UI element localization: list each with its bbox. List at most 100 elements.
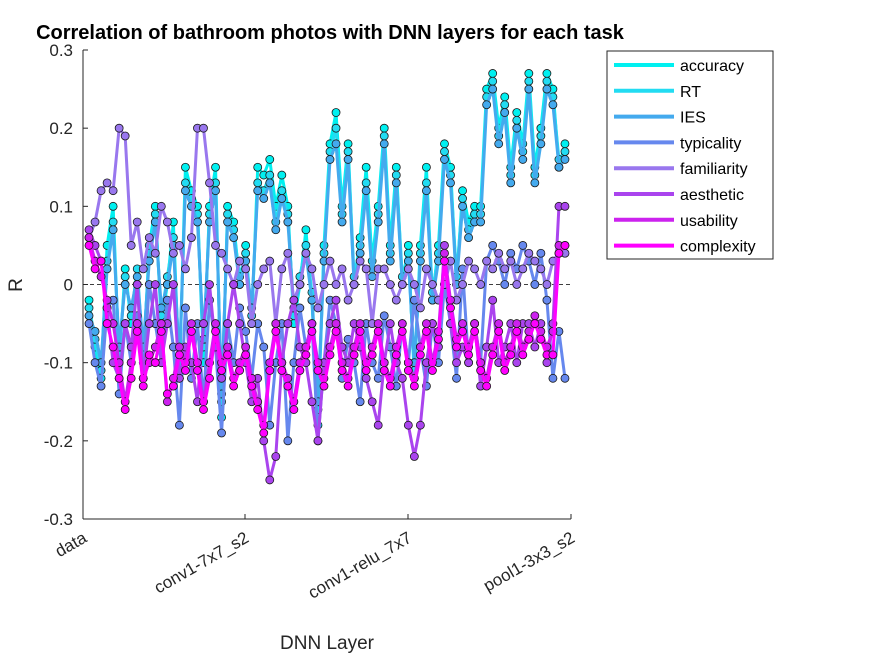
y-tick-label: 0 [64,276,73,295]
data-point-familiarity [253,280,263,289]
data-point-IES [367,272,377,282]
data-point-IES [355,248,365,258]
data-point-IES [259,194,269,203]
data-point-familiarity [247,319,257,328]
data-point-IES [512,123,522,133]
data-point-complexity [114,373,124,383]
data-point-familiarity [90,217,100,227]
legend: accuracy RT IES typicality familiarity aesthe… [606,50,774,260]
y-tick-label: 0.2 [49,119,73,138]
data-point-IES [337,217,347,227]
data-point-aesthetic [271,452,281,461]
data-point-accuracy [211,162,220,172]
legend-label-familiarity: familiarity [680,161,748,178]
data-point-typicality [518,241,528,250]
data-point-complexity [325,350,335,360]
legend-label-usability: usability [680,213,738,230]
data-point-usability [512,319,522,328]
data-point-familiarity [415,303,425,313]
data-point-complexity [476,366,486,375]
data-point-complexity [379,366,389,375]
data-point-complexity [289,405,299,414]
data-point-complexity [253,405,263,414]
data-point-familiarity [108,186,118,196]
data-point-typicality [295,303,305,313]
data-point-aesthetic [313,436,323,446]
data-point-usability [174,342,184,352]
data-point-familiarity [241,264,251,274]
data-point-aesthetic [132,280,142,289]
data-point-RT [223,209,232,219]
data-point-familiarity [277,264,287,274]
data-point-aesthetic [488,295,498,305]
series-layer [84,69,570,485]
data-point-IES [120,280,130,289]
data-point-familiarity [259,264,269,274]
data-point-familiarity [325,256,335,266]
data-point-familiarity [343,295,353,305]
data-point-accuracy [512,108,522,117]
data-point-complexity [295,366,305,375]
data-point-IES [488,84,498,94]
data-point-typicality [259,342,269,352]
data-point-aesthetic [397,373,407,383]
data-point-usability [271,319,281,328]
data-point-typicality [217,428,226,438]
data-point-aesthetic [464,358,473,368]
data-point-complexity [494,326,504,336]
data-point-RT [343,147,353,157]
data-point-IES [223,217,232,227]
data-point-aesthetic [120,319,130,328]
data-point-familiarity [319,280,329,289]
data-point-familiarity [199,123,208,133]
data-point-complexity [367,350,377,360]
data-point-complexity [385,381,395,391]
data-point-accuracy [241,241,251,250]
data-point-complexity [132,326,142,336]
data-point-IES [560,155,570,164]
data-point-RT [379,131,389,141]
legend-label-IES: IES [680,110,706,127]
data-point-familiarity [307,264,317,274]
data-point-complexity [168,381,178,391]
data-point-complexity [247,381,257,391]
data-point-IES [84,311,94,321]
data-point-complexity [373,326,383,336]
data-point-typicality [500,280,510,289]
data-point-familiarity [265,256,275,266]
data-point-accuracy [120,264,130,274]
data-point-IES [506,178,516,188]
data-point-aesthetic [415,420,425,430]
data-point-IES [542,84,552,94]
data-point-familiarity [355,256,365,266]
data-point-familiarity [295,280,305,289]
data-point-complexity [343,381,353,391]
data-point-complexity [84,241,94,250]
data-point-accuracy [379,123,389,133]
data-point-IES [518,155,528,164]
data-point-RT [331,123,341,133]
data-point-familiarity [464,256,473,266]
data-point-usability [132,319,142,328]
data-point-RT [241,248,251,258]
data-point-familiarity [96,186,106,196]
data-point-IES [271,225,281,235]
data-point-usability [494,319,504,328]
data-point-typicality [548,373,558,383]
y-tick-label: 0.1 [49,197,73,216]
data-point-aesthetic [223,319,232,328]
data-point-IES [494,139,504,149]
legend-label-accuracy: accuracy [680,58,744,75]
data-point-RT [500,100,510,110]
data-point-familiarity [542,280,552,289]
data-point-familiarity [428,280,437,289]
data-point-familiarity [331,280,341,289]
data-point-complexity [397,326,407,336]
data-point-familiarity [494,248,504,258]
data-point-complexity [277,366,287,375]
data-point-typicality [174,420,184,430]
data-point-aesthetic [84,225,94,235]
data-point-aesthetic [440,241,449,250]
data-point-aesthetic [235,319,245,328]
data-point-IES [132,272,142,282]
